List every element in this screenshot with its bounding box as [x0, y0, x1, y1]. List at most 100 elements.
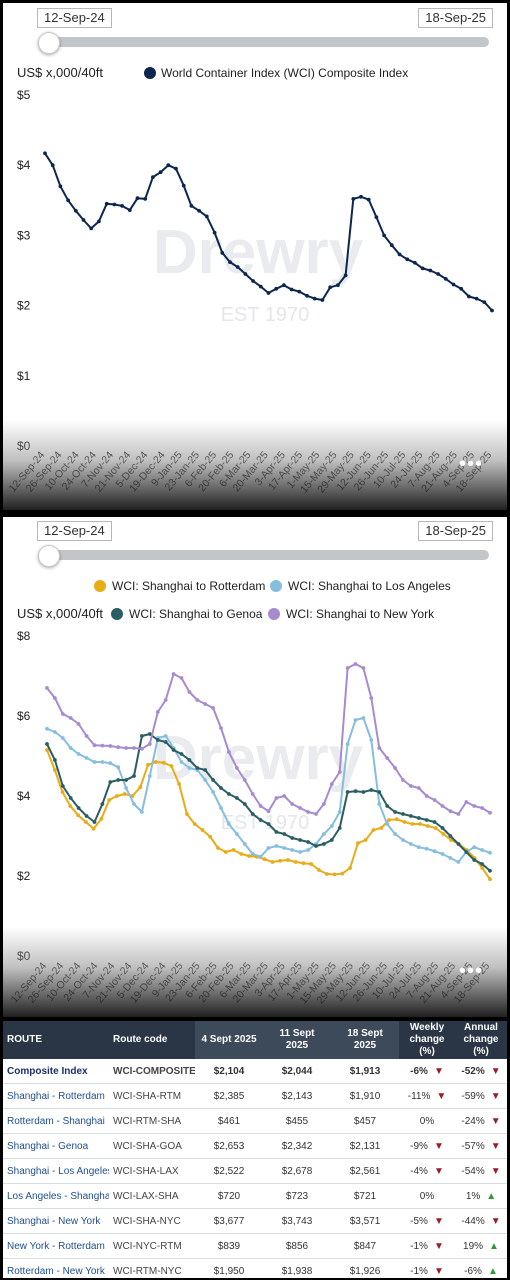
col-date-3: 18 Sept 2025 [331, 1021, 399, 1059]
data-point [301, 861, 306, 866]
table-header-row: ROUTE Route code 4 Sept 2025 11 Sept 202… [3, 1021, 507, 1059]
rate-cell: $2,678 [263, 1158, 331, 1184]
y-tick-label: $4 [17, 789, 31, 803]
data-point [298, 850, 302, 854]
data-point [108, 761, 113, 766]
rate-cell: $720 [195, 1183, 263, 1209]
data-point [374, 215, 379, 220]
rates-table: ROUTE Route code 4 Sept 2025 11 Sept 202… [3, 1021, 507, 1278]
table-row: Rotterdam - New York WCI-RTM-NYC $1,950 $1,… [3, 1258, 507, 1278]
y-tick-label: $4 [17, 158, 31, 172]
annual-change-cell: 1% ▲ [455, 1183, 507, 1209]
data-point [53, 696, 57, 700]
data-point [351, 197, 356, 201]
data-point [76, 752, 81, 756]
route-code-cell: WCI-RTM-SHA [109, 1108, 195, 1134]
y-tick-label: $0 [17, 949, 31, 963]
table-row: Los Angeles - Shanghai WCI-LAX-SHA $720 $72… [3, 1183, 507, 1209]
data-point [306, 810, 310, 814]
data-point [433, 826, 438, 830]
range-end-date: 18-Sep-25 [418, 521, 493, 541]
route-code-cell: WCI-NYC-RTM [109, 1233, 195, 1259]
data-point [169, 764, 174, 768]
data-point [377, 746, 382, 750]
data-point [309, 862, 314, 866]
annual-change-cell: -57% ▼ [455, 1133, 507, 1159]
data-point [393, 766, 397, 770]
data-point [322, 802, 326, 806]
data-point [250, 792, 255, 796]
data-point [153, 760, 158, 764]
data-point [227, 792, 231, 796]
date-range-slider[interactable] [43, 37, 489, 47]
data-point [432, 820, 437, 824]
watermark-est: EST 1970 [221, 304, 310, 326]
data-point [135, 196, 140, 201]
route-cell: Shanghai - Los Angeles [3, 1158, 109, 1184]
data-point [158, 170, 163, 175]
data-point [424, 818, 429, 822]
data-point [467, 294, 471, 299]
data-point [322, 842, 326, 846]
data-point [456, 812, 461, 816]
annual-change-value: -24% [461, 1115, 485, 1127]
data-point [242, 842, 247, 846]
data-point [289, 287, 294, 292]
slider-handle[interactable] [38, 545, 60, 567]
rate-cell: $2,104 [195, 1059, 263, 1084]
rate-cell: $3,677 [195, 1208, 263, 1234]
data-point [195, 698, 200, 702]
data-point [235, 796, 239, 800]
data-point [208, 834, 213, 839]
data-point [179, 760, 184, 764]
data-point [413, 260, 417, 265]
data-point [336, 283, 340, 288]
data-point [100, 802, 105, 806]
data-point [68, 716, 73, 720]
legend-marker-rotterdam [94, 580, 106, 592]
col-date-2: 11 Sept 2025 [263, 1021, 331, 1059]
annual-change-value: -57% [461, 1140, 485, 1152]
table-row: Shanghai - Los Angeles WCI-SHA-LAX $2,522 $… [3, 1158, 507, 1184]
data-point [472, 845, 477, 850]
route-code-cell: WCI-SHA-LAX [109, 1158, 195, 1184]
data-point [282, 283, 286, 288]
y-tick-label: $0 [17, 439, 31, 453]
data-point [262, 857, 267, 862]
data-point [53, 758, 57, 762]
data-point [356, 841, 360, 846]
data-point [203, 702, 208, 706]
data-point [84, 820, 88, 824]
route-cell: Rotterdam - New York [3, 1258, 109, 1278]
data-point [436, 272, 440, 276]
data-point [482, 300, 487, 304]
data-point [163, 740, 168, 744]
data-point [440, 826, 445, 830]
data-point [385, 804, 390, 808]
data-point [322, 832, 326, 836]
data-point [189, 204, 194, 208]
data-point [132, 802, 136, 806]
data-point [306, 848, 310, 852]
data-point [312, 296, 317, 301]
date-range-slider[interactable] [43, 550, 489, 560]
legend-marker-new-york [268, 608, 280, 620]
data-point [459, 286, 464, 291]
more-options-icon[interactable]: ••• [458, 453, 483, 475]
more-options-icon[interactable]: ••• [458, 960, 483, 982]
annual-change-cell: -24% ▼ [455, 1108, 507, 1134]
data-point [409, 842, 413, 846]
data-point [45, 686, 49, 690]
weekly-change-cell: 0% [399, 1183, 455, 1209]
data-point [187, 766, 192, 770]
legend-marker [144, 67, 156, 79]
rate-cell: $856 [263, 1233, 331, 1259]
data-point [343, 273, 348, 278]
data-point [115, 794, 119, 798]
rates-table-panel: ROUTE Route code 4 Sept 2025 11 Sept 202… [3, 1021, 507, 1278]
slider-handle[interactable] [38, 32, 60, 54]
series-line-0 [46, 749, 491, 880]
weekly-change-cell: -1% ▼ [399, 1258, 455, 1278]
data-point [345, 790, 350, 794]
annual-change-value: -44% [461, 1215, 485, 1227]
